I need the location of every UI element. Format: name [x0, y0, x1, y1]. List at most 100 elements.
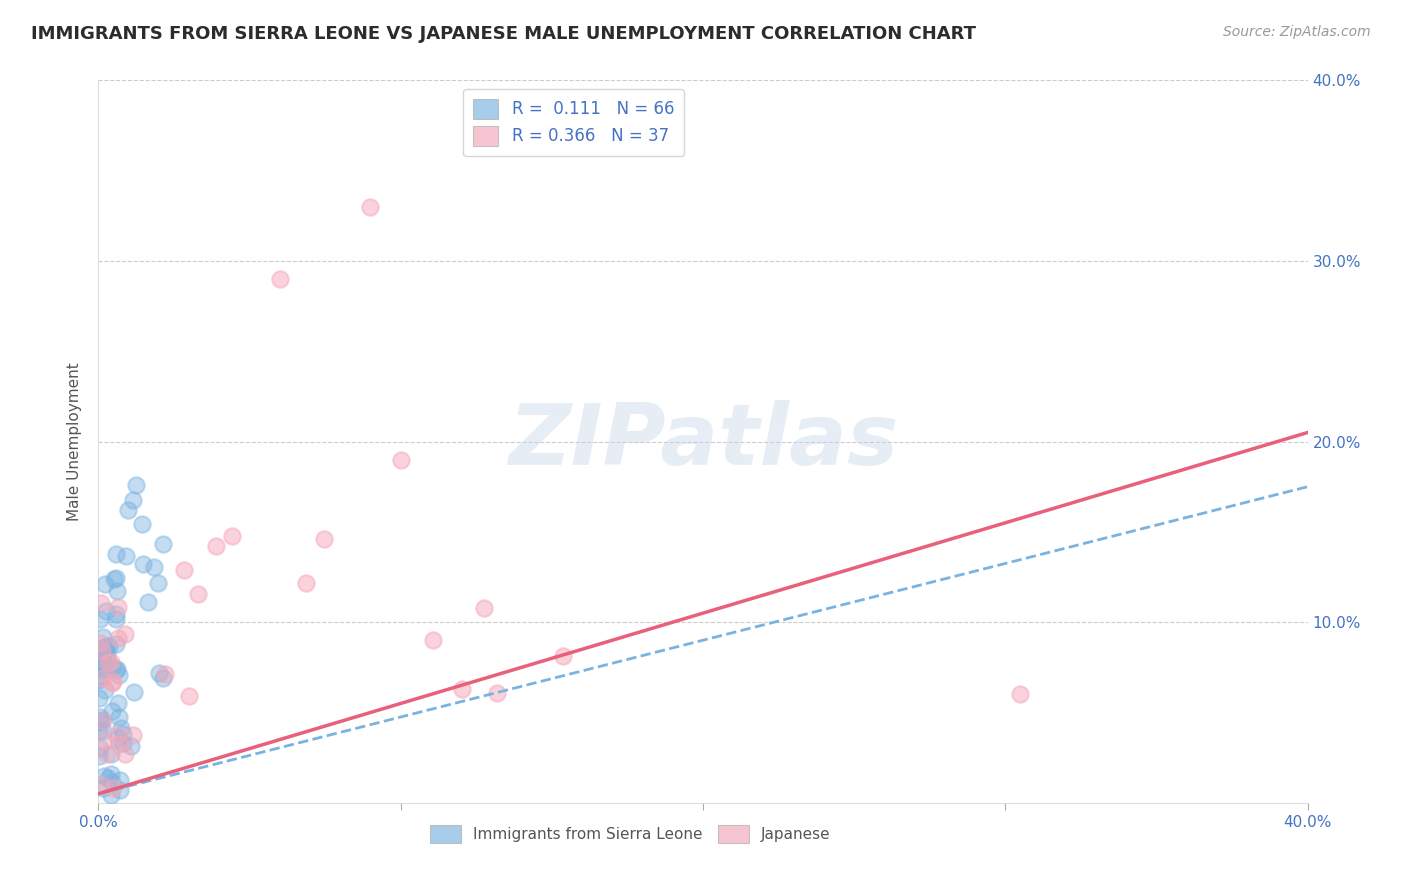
Legend: Immigrants from Sierra Leone, Japanese: Immigrants from Sierra Leone, Japanese: [425, 819, 837, 849]
Point: [136, 595, 159, 609]
Point: [121, 492, 143, 507]
Point: [105, 583, 128, 598]
Point: [107, 600, 129, 615]
Point: [111, 727, 134, 741]
Point: [108, 737, 131, 751]
Text: ZIPatlas: ZIPatlas: [508, 400, 898, 483]
Point: [90, 669, 112, 683]
Point: [101, 704, 124, 718]
Point: [101, 676, 124, 690]
Point: [97, 639, 120, 653]
Point: [148, 666, 170, 681]
Text: IMMIGRANTS FROM SIERRA LEONE VS JAPANESE MALE UNEMPLOYMENT CORRELATION CHART: IMMIGRANTS FROM SIERRA LEONE VS JAPANESE…: [31, 25, 976, 43]
Point: [486, 686, 509, 700]
Point: [450, 681, 472, 696]
Point: [90, 596, 112, 610]
Point: [110, 721, 132, 735]
Point: [295, 575, 318, 590]
Point: [87, 673, 110, 687]
Point: [114, 627, 136, 641]
Point: [107, 731, 129, 746]
Point: [104, 607, 127, 621]
Point: [112, 736, 135, 750]
Point: [100, 656, 122, 670]
Point: [91, 643, 114, 657]
Point: [101, 775, 124, 789]
Point: [472, 601, 495, 615]
Point: [143, 559, 166, 574]
Point: [105, 637, 128, 651]
Point: [93, 781, 115, 796]
Point: [553, 649, 575, 664]
Point: [101, 780, 124, 795]
Point: [90, 778, 112, 792]
Point: [93, 769, 115, 783]
Point: [179, 690, 201, 704]
Point: [93, 734, 115, 748]
Point: [96, 747, 118, 761]
Point: [90, 641, 112, 656]
Point: [269, 272, 291, 286]
Point: [87, 660, 110, 674]
Point: [100, 788, 122, 802]
Point: [120, 739, 142, 753]
Point: [152, 671, 174, 685]
Point: [94, 642, 117, 657]
Point: [173, 563, 195, 577]
Point: [105, 728, 128, 742]
Point: [87, 690, 110, 705]
Point: [104, 663, 127, 677]
Point: [89, 709, 111, 723]
Point: [93, 576, 115, 591]
Point: [104, 547, 127, 561]
Point: [96, 653, 118, 667]
Point: [107, 667, 129, 681]
Point: [91, 724, 114, 739]
Point: [89, 740, 111, 755]
Point: [107, 696, 129, 710]
Point: [90, 662, 112, 676]
Point: [153, 666, 176, 681]
Point: [100, 747, 122, 762]
Point: [187, 587, 209, 601]
Point: [87, 724, 110, 739]
Point: [221, 529, 243, 543]
Point: [96, 647, 118, 661]
Point: [91, 671, 114, 685]
Point: [105, 662, 128, 676]
Point: [314, 532, 336, 546]
Point: [148, 575, 170, 590]
Point: [108, 783, 131, 797]
Point: [103, 572, 125, 586]
Point: [101, 660, 124, 674]
Point: [97, 656, 120, 670]
Point: [94, 643, 117, 657]
Point: [389, 452, 412, 467]
Point: [91, 655, 114, 669]
Point: [205, 539, 228, 553]
Point: [108, 772, 131, 787]
Point: [94, 639, 117, 653]
Point: [100, 767, 122, 781]
Point: [115, 549, 138, 563]
Point: [91, 714, 114, 728]
Point: [96, 604, 118, 618]
Point: [114, 747, 136, 761]
Point: [152, 537, 174, 551]
Point: [104, 612, 127, 626]
Point: [103, 674, 125, 689]
Point: [108, 710, 131, 724]
Point: [131, 517, 153, 532]
Point: [89, 612, 111, 626]
Point: [122, 728, 145, 742]
Point: [93, 630, 115, 644]
Point: [104, 571, 127, 585]
Text: Source: ZipAtlas.com: Source: ZipAtlas.com: [1223, 25, 1371, 39]
Point: [97, 771, 120, 785]
Point: [94, 682, 117, 697]
Point: [122, 685, 145, 699]
Point: [91, 713, 114, 727]
Y-axis label: Male Unemployment: Male Unemployment: [67, 362, 83, 521]
Point: [422, 632, 444, 647]
Point: [124, 478, 146, 492]
